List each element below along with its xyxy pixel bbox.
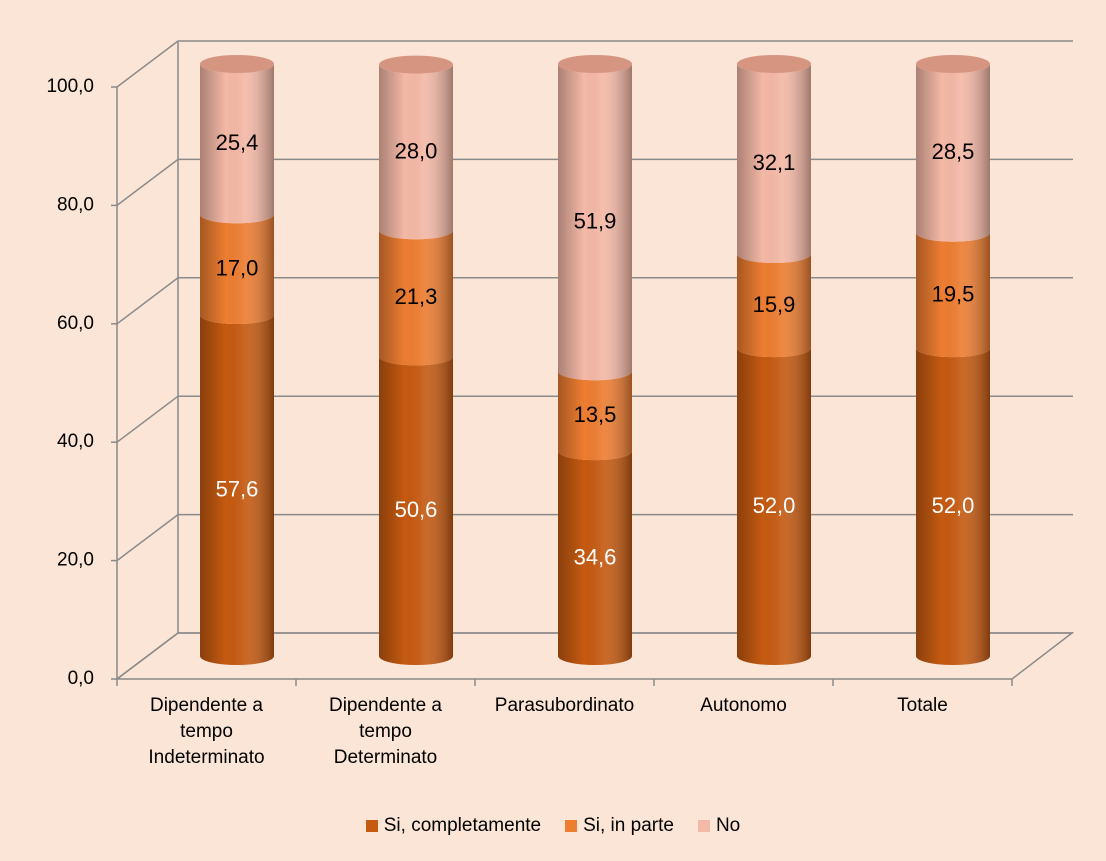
x-tick-label: Dipendente a tempo Determinato [328, 695, 443, 768]
bar-shading [200, 315, 274, 665]
legend-swatch [365, 820, 378, 832]
data-label: 17,0 [216, 256, 259, 281]
bar-cap [916, 55, 990, 73]
legend-item: No [697, 815, 741, 837]
bar-shading [558, 64, 632, 381]
data-label: 21,3 [395, 284, 438, 309]
legend-swatch [697, 820, 710, 832]
data-label: 28,5 [932, 139, 975, 164]
data-label: 13,5 [574, 402, 617, 427]
x-tick-label: Autonomo [700, 695, 787, 716]
bar-shading [916, 64, 990, 242]
data-label: 25,4 [216, 130, 259, 155]
y-tick-label: 80,0 [57, 194, 94, 215]
bar-shading [737, 348, 811, 665]
bar-cap-shade [379, 55, 453, 74]
legend: Si, completamente Si, in parte No [0, 815, 1106, 837]
bar-shading [916, 348, 990, 665]
bar-shading [200, 214, 274, 325]
data-label: 51,9 [574, 208, 617, 233]
y-tick-label: 20,0 [57, 550, 94, 571]
legend-label: Si, in parte [583, 815, 674, 836]
y-tick-label: 40,0 [57, 431, 94, 452]
legend-swatch [565, 820, 578, 832]
x-tick-label: Totale [897, 695, 948, 716]
data-label: 15,9 [753, 292, 796, 317]
data-label: 34,6 [574, 544, 617, 569]
legend-item: Si, completamente [365, 815, 542, 837]
legend-label: Si, completamente [383, 815, 542, 836]
bar-shading [558, 451, 632, 665]
bar-shading [737, 64, 811, 264]
grid-line [116, 40, 1073, 88]
bar-cap [558, 55, 632, 73]
legend-label: No [715, 815, 741, 836]
bar-cap-shade [916, 55, 990, 73]
bar-cap-shade [737, 55, 811, 73]
bar-cap-shade [200, 55, 274, 73]
bar-shading [379, 356, 453, 665]
data-label: 50,6 [395, 497, 438, 522]
x-tick-label: Parasubordinato [494, 695, 635, 716]
bar-cap-shade [558, 55, 632, 73]
data-label: 52,0 [753, 493, 796, 518]
bar-shading [200, 64, 274, 224]
data-label: 57,6 [216, 476, 259, 501]
bar-cap [737, 55, 811, 73]
y-tick-label: 0,0 [68, 668, 94, 689]
data-label: 28,0 [395, 138, 438, 163]
bar-cap [379, 55, 453, 74]
data-label: 52,0 [932, 493, 975, 518]
data-label: 19,5 [932, 281, 975, 306]
y-tick-label: 60,0 [57, 313, 94, 334]
y-tick-label: 100,0 [46, 76, 94, 97]
bar-shading [916, 232, 990, 358]
x-tick-label: Dipendente a tempo Indeterminato [148, 695, 265, 768]
bar-cap [200, 55, 274, 73]
bar-shading [558, 371, 632, 461]
data-label: 32,1 [753, 150, 796, 175]
bar-shading [379, 64, 453, 240]
legend-item: Si, in parte [565, 815, 674, 837]
bar-shading [737, 254, 811, 358]
bar-shading [379, 230, 453, 366]
